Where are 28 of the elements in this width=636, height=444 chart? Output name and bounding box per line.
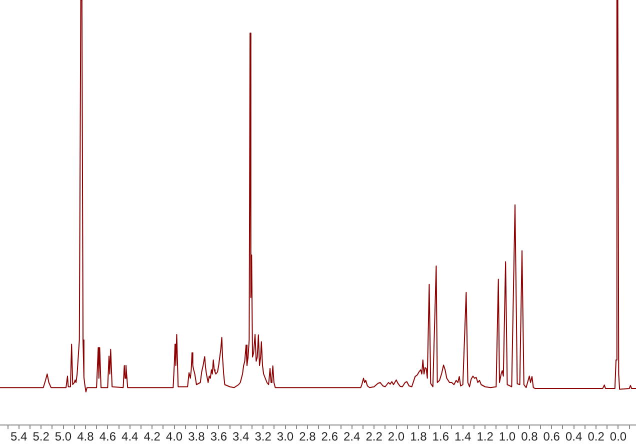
x-tick-label: 5.4 (10, 430, 28, 444)
x-tick-label: 2.2 (366, 430, 383, 444)
x-tick-label: 1.4 (454, 430, 472, 444)
x-tick-label: 3.8 (188, 430, 206, 444)
x-tick-label: 0.4 (566, 430, 583, 444)
x-tick-label: 2.0 (388, 430, 405, 444)
x-tick-label: 3.4 (232, 430, 250, 444)
x-tick-label: 1.2 (476, 430, 494, 444)
x-tick-label: 2.8 (299, 430, 316, 444)
x-tick-label: 2.4 (344, 430, 361, 444)
x-tick-label: 1.0 (498, 430, 516, 444)
x-tick-label: 3.2 (254, 430, 272, 444)
x-tick-label: 5.2 (32, 430, 50, 444)
x-tick-label: 4.4 (122, 430, 139, 444)
x-tick-label: 4.0 (166, 430, 183, 444)
x-tick-label: 0.8 (521, 430, 538, 444)
x-tick-label: 3.0 (276, 430, 294, 444)
x-tick-label: 0.6 (543, 430, 560, 444)
x-tick-label: 2.6 (321, 430, 338, 444)
x-tick-label: 3.6 (210, 430, 228, 444)
x-tick-label: 1.6 (432, 430, 450, 444)
x-tick-label: 4.6 (99, 430, 116, 444)
x-tick-label: 0.2 (588, 430, 605, 444)
x-tick-label: 4.2 (144, 430, 161, 444)
x-tick-label: 1.8 (410, 430, 428, 444)
x-tick-label: 4.8 (77, 430, 94, 444)
x-tick-label: 0.0 (610, 430, 627, 444)
x-tick-label: 5.0 (54, 430, 72, 444)
